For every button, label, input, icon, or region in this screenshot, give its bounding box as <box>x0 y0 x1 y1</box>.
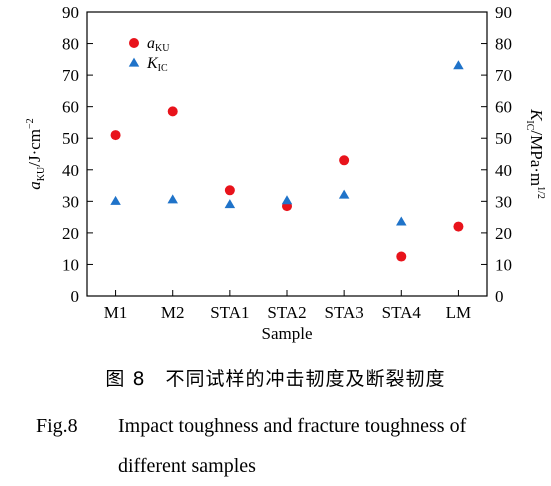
kic-point <box>338 189 350 199</box>
x-tick-label: STA1 <box>210 303 249 322</box>
y-tick-label-right: 0 <box>495 287 504 306</box>
aku-point <box>224 185 235 196</box>
figure-caption-english: Fig.8 Impact toughness and fracture tough… <box>36 406 546 486</box>
kic-point <box>453 60 464 70</box>
caption-line-1: Impact toughness and fracture toughness … <box>118 415 467 437</box>
y-tick-label-right: 60 <box>495 98 512 117</box>
y-tick-label-left: 30 <box>62 192 79 211</box>
y-tick-label-right: 50 <box>495 129 512 148</box>
y-tick-label-right: 30 <box>495 192 512 211</box>
y-tick-label-right: 10 <box>495 255 512 274</box>
y-tick-label-left: 40 <box>62 161 79 180</box>
y-tick-label-right: 40 <box>495 161 512 180</box>
x-tick-label: LM <box>446 303 472 322</box>
kic-point <box>167 194 178 204</box>
legend-label-kic: KIC <box>146 55 168 74</box>
legend-marker-aku <box>129 38 139 48</box>
chart: 0 0 10 10 20 20 30 30 40 40 50 50 60 60 70 70 80 80 90 90 M1… <box>25 3 546 343</box>
x-tick-label: M2 <box>161 303 185 322</box>
legend-marker-kic <box>128 57 140 67</box>
y-tick-label-left: 0 <box>71 287 80 306</box>
aku-point <box>167 106 178 117</box>
aku-point <box>339 155 350 166</box>
x-tick-label: M1 <box>104 303 128 322</box>
y-axis-title-right: KIC/MPa·m1/2 <box>524 108 546 199</box>
y-tick-label-left: 20 <box>62 224 79 243</box>
figure-caption-chinese: 图 8 不同试样的冲击韧度及断裂韧度 <box>105 368 446 390</box>
y-tick-label-left: 70 <box>62 66 79 85</box>
y-tick-label-right: 70 <box>495 66 512 85</box>
y-axis-title-left: aKU/J·cm−2 <box>25 118 47 189</box>
caption-line-2: different samples <box>118 455 256 477</box>
y-tick-label-right: 80 <box>495 35 512 54</box>
x-tick-label: STA3 <box>325 303 364 322</box>
figure-number: Fig.8 <box>36 415 78 437</box>
kic-point <box>396 216 407 226</box>
y-tick-label-left: 80 <box>62 35 79 54</box>
kic-point <box>110 195 121 205</box>
x-tick-label: STA2 <box>267 303 306 322</box>
aku-point <box>110 130 121 141</box>
x-axis-title: Sample <box>262 324 313 343</box>
y-tick-label-left: 50 <box>62 129 79 148</box>
y-tick-label-left: 90 <box>62 3 79 22</box>
y-tick-label-right: 20 <box>495 224 512 243</box>
kic-point <box>281 195 293 205</box>
aku-point <box>396 251 407 262</box>
y-tick-label-right: 90 <box>495 3 512 22</box>
x-tick-label: STA4 <box>382 303 422 322</box>
aku-point <box>453 221 464 232</box>
y-tick-label-left: 60 <box>62 98 79 117</box>
legend-label-aku: aKU <box>147 35 170 54</box>
y-tick-label-left: 10 <box>62 255 79 274</box>
kic-point <box>224 199 236 209</box>
